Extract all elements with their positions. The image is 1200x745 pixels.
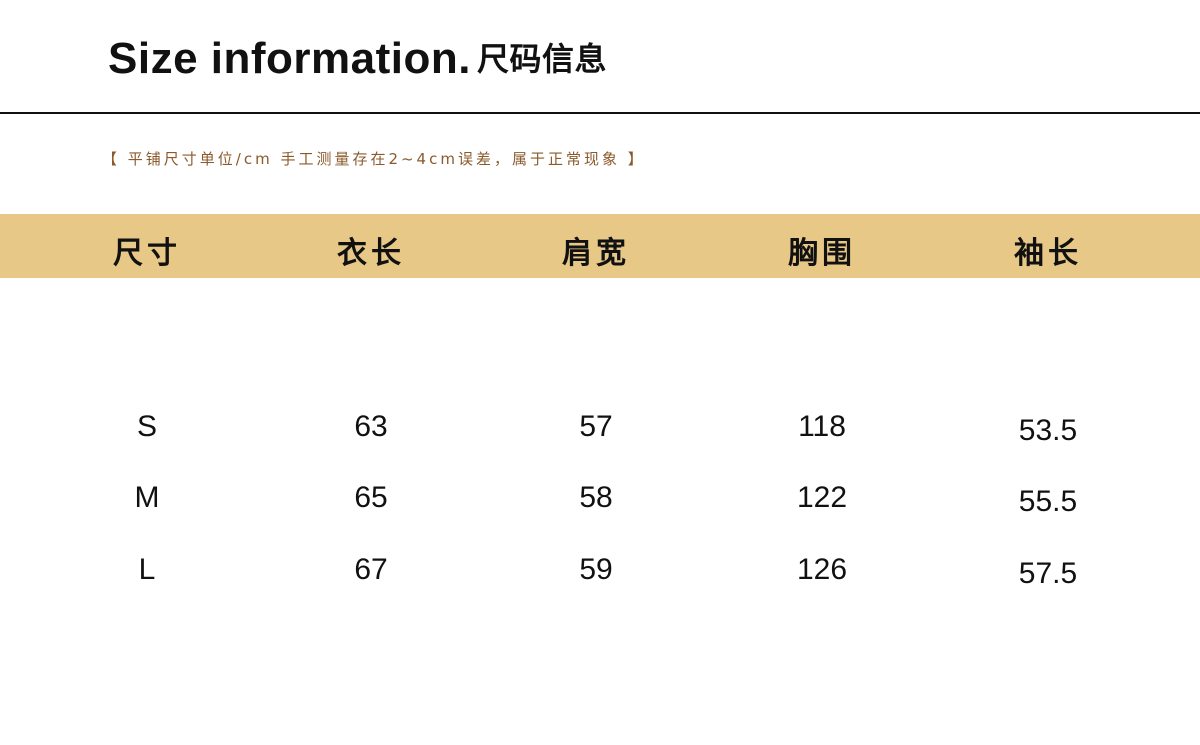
- column-header: 肩宽: [562, 236, 630, 271]
- column-header: 衣长: [337, 236, 405, 271]
- size-label: S: [136, 410, 157, 443]
- table-header-band: [0, 214, 1200, 278]
- table-cell: 67: [354, 553, 388, 586]
- table-cell: 57: [579, 410, 613, 443]
- title-en: Size information.: [108, 34, 471, 83]
- divider: [0, 112, 1200, 114]
- column-header: 袖长: [1014, 236, 1082, 271]
- table-cell: 65: [354, 481, 388, 514]
- table-cell: 122: [796, 481, 848, 514]
- table-cell: 57.5: [1018, 557, 1078, 590]
- column-header: 尺寸: [113, 236, 181, 271]
- column-header: 胸围: [788, 236, 856, 271]
- size-label: M: [134, 481, 160, 514]
- table-cell: 58: [579, 481, 613, 514]
- table-cell: 126: [796, 553, 848, 586]
- table-cell: 59: [579, 553, 613, 586]
- table-cell: 118: [798, 410, 846, 443]
- table-cell: 63: [354, 410, 388, 443]
- size-label: L: [138, 553, 156, 586]
- page-title: Size information. 尺码信息: [108, 34, 607, 84]
- table-cell: 53.5: [1018, 414, 1078, 447]
- table-cell: 55.5: [1018, 485, 1078, 518]
- title-cn: 尺码信息: [476, 40, 607, 78]
- measurement-note: 【 平铺尺寸单位/cm 手工测量存在2~4cm误差，属于正常现象 】: [102, 150, 646, 168]
